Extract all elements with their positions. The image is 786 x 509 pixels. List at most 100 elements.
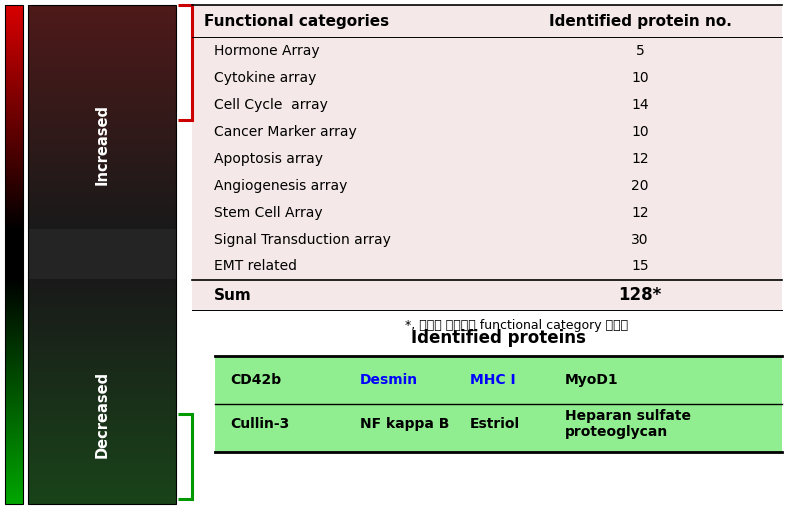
- Bar: [28, 470, 176, 471]
- Bar: [28, 119, 176, 120]
- Bar: [5, 265, 23, 266]
- Bar: [5, 129, 23, 130]
- Bar: [28, 329, 176, 330]
- Bar: [5, 263, 23, 264]
- Bar: [28, 312, 176, 313]
- Bar: [28, 246, 176, 247]
- Bar: [28, 430, 176, 431]
- Bar: [5, 14, 23, 15]
- Bar: [28, 108, 176, 109]
- Bar: [5, 154, 23, 155]
- Bar: [28, 476, 176, 477]
- Bar: [5, 132, 23, 133]
- Bar: [28, 446, 176, 447]
- Bar: [5, 95, 23, 96]
- Bar: [5, 288, 23, 289]
- Bar: [28, 306, 176, 307]
- Bar: [5, 335, 23, 336]
- Bar: [28, 478, 176, 479]
- Bar: [28, 175, 176, 176]
- Bar: [28, 337, 176, 338]
- Bar: [5, 320, 23, 321]
- Bar: [5, 256, 23, 257]
- Bar: [5, 108, 23, 109]
- Bar: [5, 215, 23, 216]
- Bar: [28, 304, 176, 305]
- Bar: [28, 452, 176, 453]
- Bar: [5, 236, 23, 237]
- Bar: [28, 109, 176, 110]
- Bar: [5, 497, 23, 498]
- Bar: [5, 54, 23, 55]
- Bar: [28, 427, 176, 428]
- Bar: [28, 31, 176, 32]
- Bar: [28, 413, 176, 414]
- Bar: [28, 222, 176, 223]
- Bar: [28, 468, 176, 469]
- Bar: [28, 65, 176, 66]
- Bar: [28, 202, 176, 203]
- Bar: [28, 464, 176, 465]
- Text: Apoptosis array: Apoptosis array: [214, 152, 323, 165]
- Bar: [5, 357, 23, 358]
- Bar: [28, 467, 176, 468]
- Bar: [28, 167, 176, 168]
- Bar: [5, 27, 23, 28]
- Bar: [5, 175, 23, 176]
- Bar: [28, 88, 176, 89]
- Text: Stem Cell Array: Stem Cell Array: [214, 206, 322, 219]
- Bar: [5, 296, 23, 297]
- Bar: [28, 122, 176, 123]
- Bar: [5, 316, 23, 317]
- Bar: [5, 376, 23, 377]
- Bar: [5, 152, 23, 153]
- Bar: [5, 481, 23, 482]
- Bar: [28, 24, 176, 25]
- Bar: [28, 103, 176, 104]
- Bar: [5, 375, 23, 376]
- Bar: [5, 16, 23, 17]
- Bar: [5, 50, 23, 51]
- Bar: [28, 208, 176, 209]
- Bar: [28, 420, 176, 421]
- Bar: [28, 330, 176, 331]
- Bar: [28, 391, 176, 392]
- Bar: [28, 185, 176, 186]
- Text: Increased: Increased: [94, 104, 109, 185]
- Bar: [28, 424, 176, 425]
- Bar: [5, 125, 23, 126]
- Bar: [5, 463, 23, 464]
- Bar: [28, 8, 176, 9]
- Bar: [5, 126, 23, 127]
- Bar: [5, 162, 23, 163]
- Bar: [5, 239, 23, 240]
- Bar: [5, 378, 23, 379]
- Bar: [28, 241, 176, 242]
- Bar: [28, 178, 176, 179]
- Bar: [5, 180, 23, 181]
- Bar: [5, 130, 23, 131]
- Bar: [28, 147, 176, 148]
- Bar: [28, 466, 176, 467]
- Bar: [5, 70, 23, 71]
- Text: CD42b: CD42b: [230, 373, 281, 387]
- Bar: [28, 37, 176, 38]
- Bar: [28, 5, 176, 504]
- Bar: [28, 367, 176, 369]
- Bar: [28, 203, 176, 204]
- Bar: [28, 86, 176, 87]
- Bar: [5, 360, 23, 361]
- Bar: [28, 355, 176, 356]
- Bar: [28, 308, 176, 309]
- Bar: [28, 485, 176, 486]
- Bar: [28, 136, 176, 137]
- Bar: [5, 142, 23, 143]
- Bar: [5, 87, 23, 88]
- Bar: [5, 199, 23, 200]
- Bar: [5, 47, 23, 48]
- Bar: [28, 138, 176, 139]
- Bar: [5, 334, 23, 335]
- Bar: [28, 18, 176, 19]
- Bar: [5, 330, 23, 331]
- Bar: [5, 156, 23, 157]
